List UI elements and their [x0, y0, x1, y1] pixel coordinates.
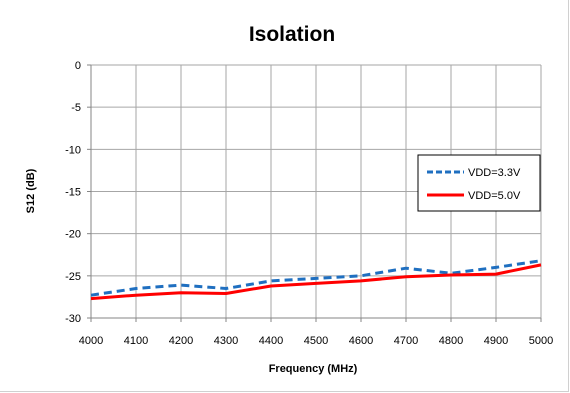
- y-tick-label: 0: [75, 60, 81, 72]
- chart-title: Isolation: [249, 23, 335, 46]
- x-tick-label: 4900: [484, 335, 508, 347]
- series-lines: [90, 259, 542, 301]
- y-tick-label: -30: [65, 313, 81, 325]
- y-tick-label: -15: [65, 187, 81, 199]
- y-tick-label: -25: [65, 271, 81, 283]
- tick-labels: 4000 4100 4200 4300 4400 4500 4600 4700 4800 4900…: [65, 60, 553, 347]
- legend-box: [417, 154, 541, 212]
- x-tick-label: 4600: [349, 335, 373, 347]
- y-tick-label: -10: [65, 144, 81, 156]
- legend-label-vdd-5-0v: VDD=5.0V: [468, 190, 521, 202]
- x-axis-label: Frequency (MHz): [269, 363, 358, 375]
- x-tick-label: 4100: [124, 335, 148, 347]
- x-tick-label: 4300: [214, 335, 238, 347]
- legend: VDD=3.3V VDD=5.0V: [417, 154, 541, 212]
- x-tick-label: 4800: [439, 335, 463, 347]
- x-tick-label: 4200: [169, 335, 193, 347]
- y-tick-label: -20: [65, 229, 81, 241]
- x-tick-label: 4400: [259, 335, 283, 347]
- x-tick-label: 4000: [79, 335, 103, 347]
- x-tick-label: 5000: [529, 335, 553, 347]
- x-tick-label: 4500: [304, 335, 328, 347]
- series-line-vdd-3-3v: [90, 259, 542, 297]
- y-axis-label: S12 (dB): [25, 168, 37, 213]
- x-tick-label: 4700: [394, 335, 418, 347]
- y-tick-label: -5: [71, 102, 81, 114]
- series-line-vdd-5-0v: [90, 263, 542, 301]
- legend-label-vdd-3-3v: VDD=3.3V: [468, 167, 521, 179]
